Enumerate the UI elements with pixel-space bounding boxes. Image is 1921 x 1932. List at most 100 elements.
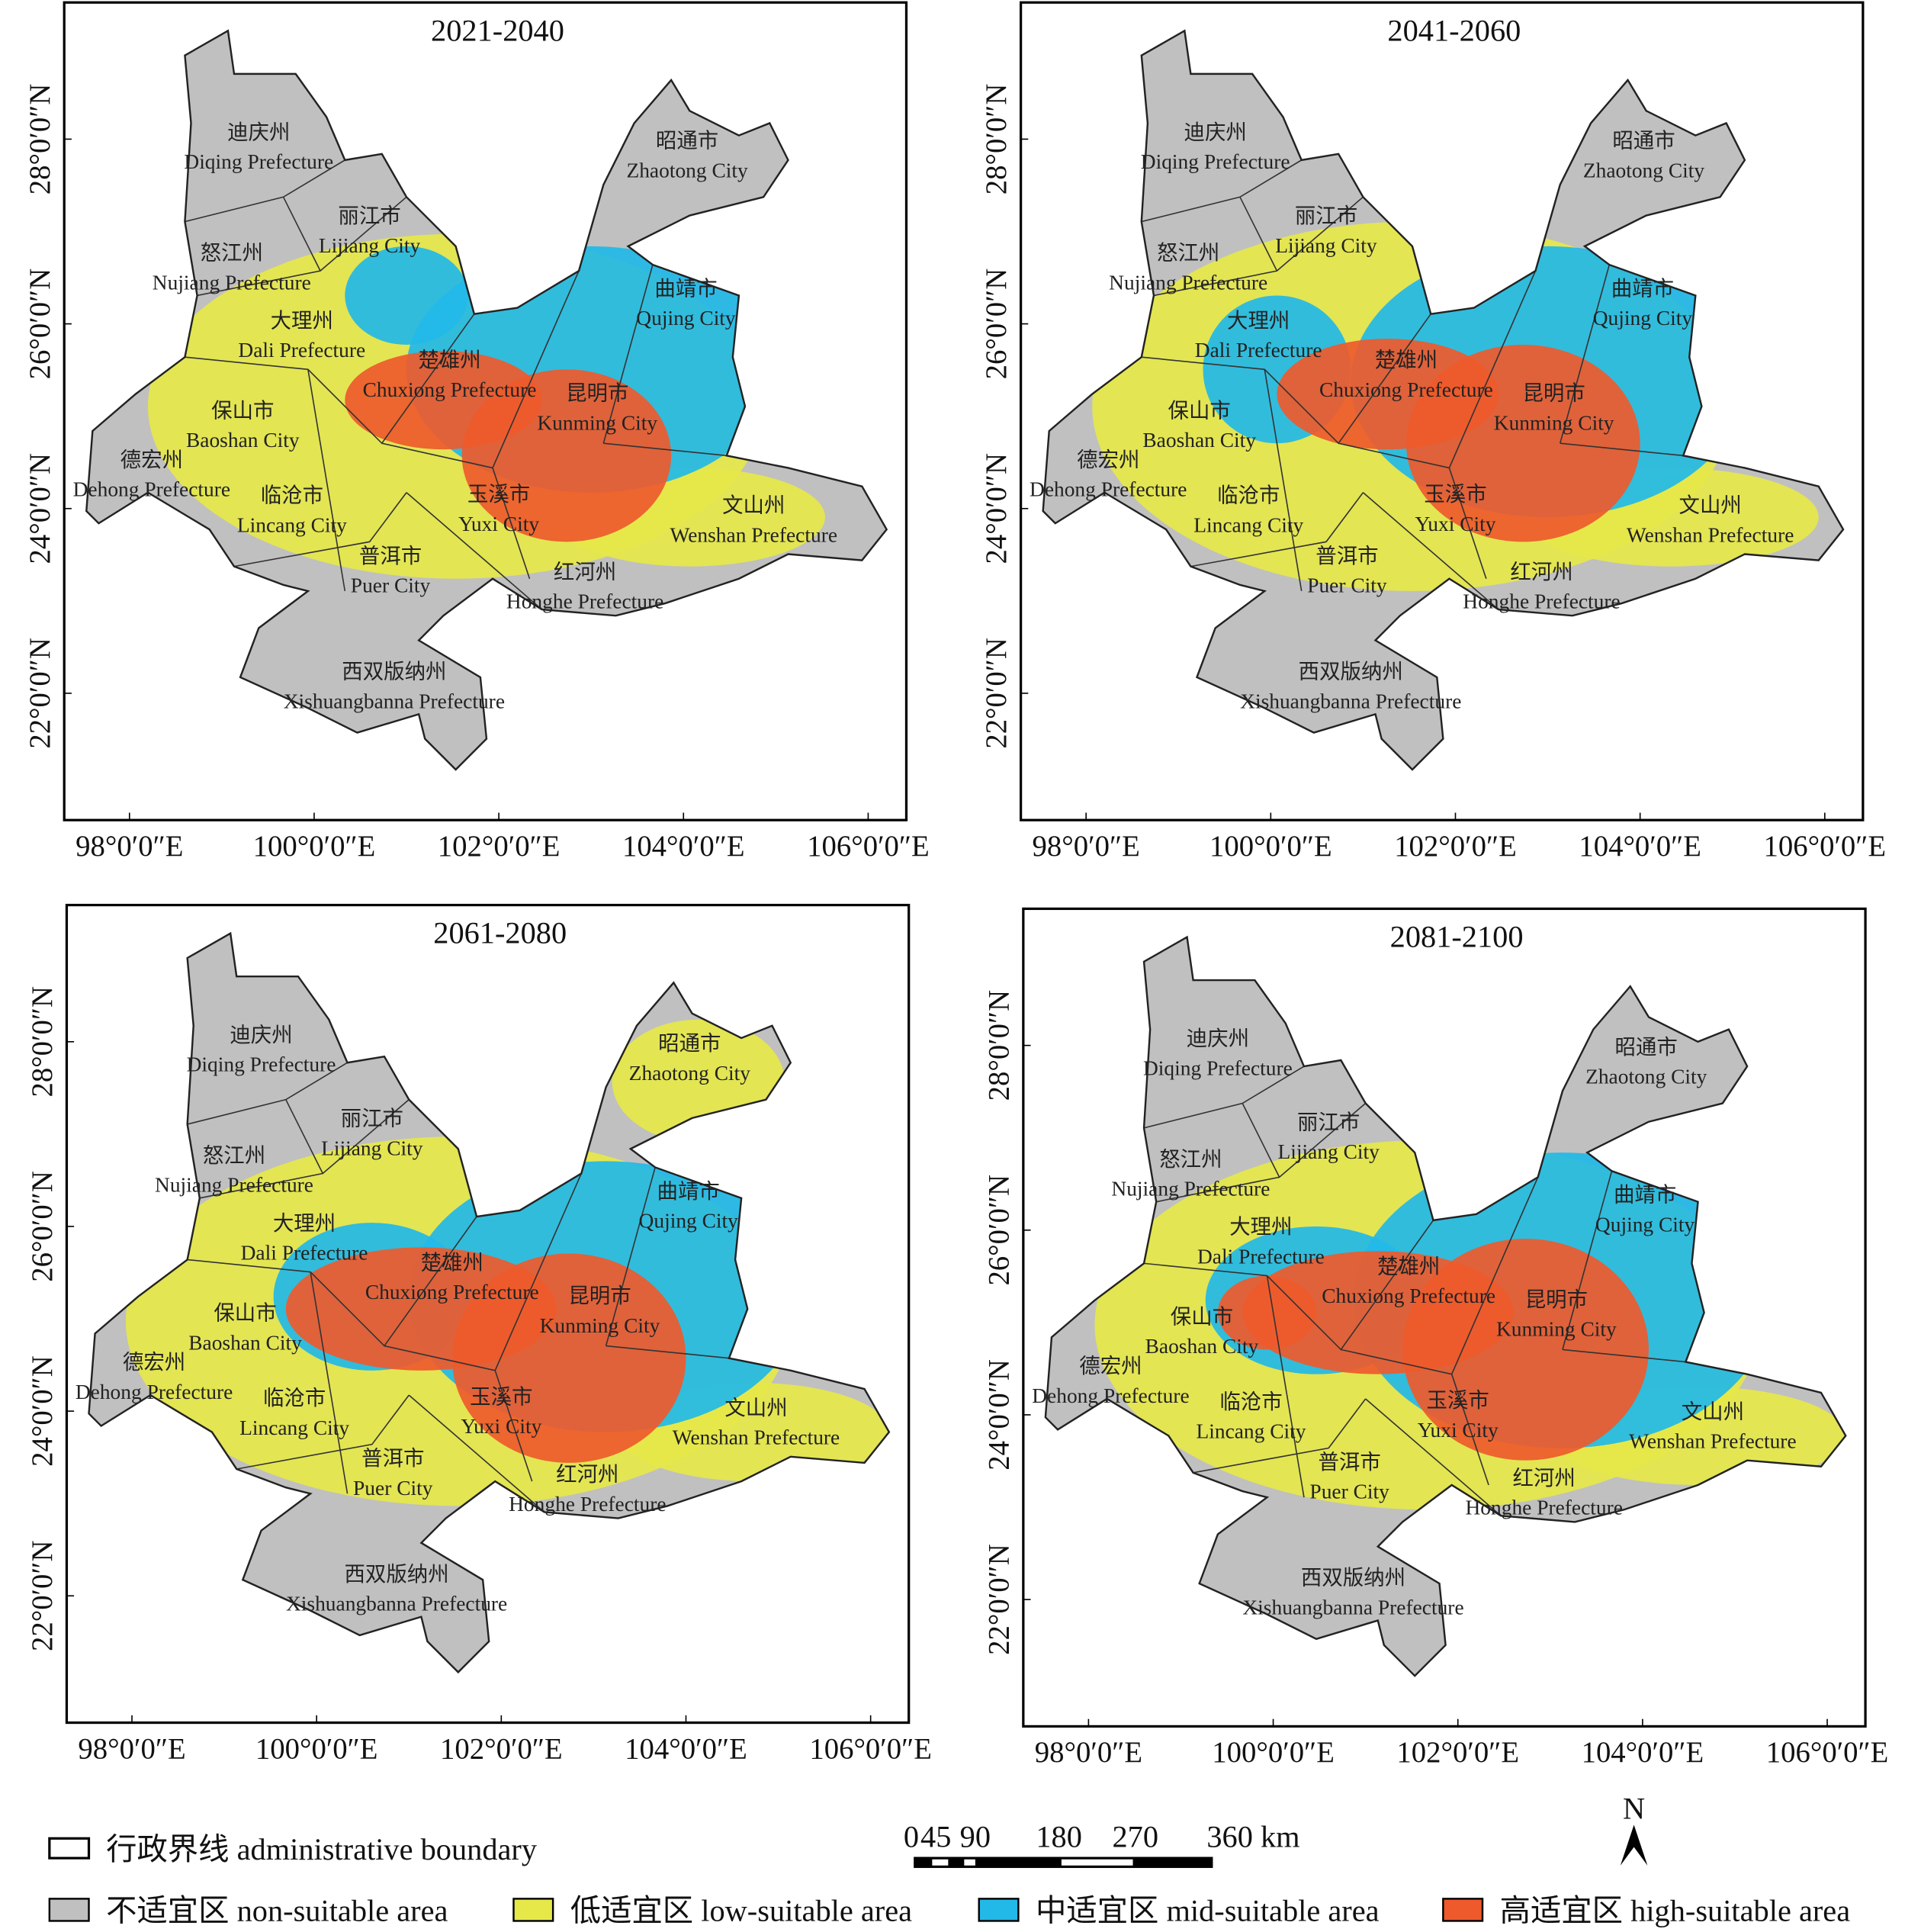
region-label-zh: 昭通市 [1612, 130, 1675, 153]
region-label-en: Diqing Prefecture [184, 150, 333, 173]
lat-tick-label: 26°0′0″N [980, 268, 1013, 380]
admin-boundary [492, 468, 531, 580]
admin-boundary [1448, 468, 1487, 580]
province-boundary [88, 931, 891, 1674]
region-label-en: Baoshan City [1145, 1335, 1259, 1358]
region-label-zh: 保山市 [214, 1302, 276, 1325]
region-label-zh: 临沧市 [1219, 1390, 1282, 1413]
region-label-zh: 保山市 [1171, 1305, 1233, 1328]
region-label-zh: 普洱市 [1315, 545, 1378, 567]
admin-boundary [1560, 442, 1684, 457]
north-arrow-icon [1620, 1824, 1648, 1866]
admin-boundary [605, 1167, 656, 1346]
admin-boundary [236, 1394, 410, 1470]
admin-boundary [1562, 1349, 1686, 1363]
region-label-en: Dali Prefecture [238, 339, 365, 362]
admin-boundary [1450, 1374, 1489, 1486]
lat-tick-label: 24°0′0″N [980, 453, 1013, 564]
region-label-zh: 怒江州 [201, 242, 263, 265]
region-label-en: Kunming City [1496, 1318, 1617, 1341]
region-label-zh: 昭通市 [658, 1032, 721, 1055]
region-label-en: Kunming City [540, 1314, 660, 1337]
region-label-en: Puer City [353, 1477, 433, 1500]
region-label-en: Dali Prefecture [1197, 1245, 1325, 1268]
lon-tick-label: 102°0′0″E [1396, 1736, 1519, 1769]
region-label-en: Dehong Prefecture [1030, 478, 1187, 501]
lon-tick-label: 100°0′0″E [255, 1732, 378, 1765]
lon-tick-label: 98°0′0″E [1033, 830, 1140, 863]
region-label-zh: 临沧市 [261, 484, 323, 507]
lat-tick-label: 28°0′0″N [24, 84, 56, 195]
region-label-en: Zhaotong City [626, 159, 748, 182]
lon-tick-label: 104°0′0″E [1579, 830, 1701, 863]
lon-tick-label: 106°0′0″E [807, 830, 930, 863]
lat-tick-label: 22°0′0″N [24, 638, 56, 749]
region-label-zh: 大理州 [1229, 1216, 1292, 1239]
scale-label: 45 [920, 1820, 951, 1854]
region-label-en: Diqing Prefecture [1141, 150, 1290, 173]
region-label-en: Dali Prefecture [1195, 339, 1322, 362]
region-label-zh: 迪庆州 [227, 121, 290, 143]
lon-tick-label: 100°0′0″E [253, 830, 376, 863]
lat-tick-label: 22°0′0″N [982, 1544, 1015, 1655]
lon-tick-label: 102°0′0″E [440, 1732, 563, 1765]
region-label-zh: 红河州 [556, 1463, 618, 1486]
region-label-zh: 曲靖市 [654, 277, 717, 300]
region-label-en: Chuxiong Prefecture [1319, 378, 1493, 401]
region-label-en: Honghe Prefecture [1463, 590, 1620, 613]
region-label-zh: 大理州 [1227, 309, 1290, 332]
region-label-en: Zhaotong City [629, 1062, 751, 1085]
legend-swatch [978, 1898, 1020, 1922]
admin-boundary [408, 1394, 545, 1513]
admin-boundary [282, 196, 321, 272]
region-label-en: Diqing Prefecture [187, 1053, 336, 1076]
admin-boundary [1562, 1171, 1613, 1350]
region-label-zh: 德宏州 [1077, 448, 1139, 471]
region-label-zh: 迪庆州 [230, 1024, 292, 1046]
region-label-en: Kunming City [537, 411, 657, 434]
region-label-zh: 西双版纳州 [345, 1563, 449, 1586]
region-label-en: Xishuangbanna Prefecture [284, 690, 505, 712]
panel-title: 2081-2100 [1390, 919, 1524, 953]
map-panel-2041-2060: 2041-2060 迪庆州 Diqing Prefecture 丽江市 Lijiang … [980, 1, 1886, 863]
mid-suitable-area [345, 246, 468, 346]
region-label-en: Baoshan City [188, 1331, 302, 1354]
region-label-en: Diqing Prefecture [1143, 1056, 1293, 1079]
legend-swatch [512, 1898, 554, 1922]
region-label-en: Nujiang Prefecture [1111, 1178, 1270, 1201]
region-label-en: Puer City [351, 574, 431, 597]
region-label-en: Zhaotong City [1583, 159, 1705, 182]
lon-tick-label: 104°0′0″E [622, 830, 745, 863]
admin-boundary [1242, 1103, 1280, 1178]
region-label-zh: 文山州 [1679, 494, 1742, 517]
region-label-zh: 临沧市 [263, 1387, 326, 1410]
region-label-zh: 玉溪市 [470, 1385, 532, 1408]
region-label-en: Wenshan Prefecture [1629, 1430, 1796, 1453]
region-label-zh: 昆明市 [568, 1284, 631, 1307]
admin-boundary [1239, 196, 1278, 272]
province-boundary [1044, 935, 1847, 1677]
region-label-zh: 曲靖市 [1611, 277, 1674, 300]
region-label-zh: 丽江市 [341, 1107, 403, 1130]
scale-label: 270 [1112, 1820, 1158, 1854]
lon-tick-label: 106°0′0″E [809, 1732, 932, 1765]
region-label-zh: 文山州 [1682, 1400, 1744, 1423]
high-suitable-area [1242, 1251, 1514, 1374]
region-label-zh: 楚雄州 [421, 1251, 483, 1274]
admin-boundary [1362, 492, 1499, 610]
lon-tick-label: 102°0′0″E [438, 830, 561, 863]
legend-boundary-label: 行政界线 administrative boundary [106, 1832, 538, 1866]
region-label-en: Puer City [1309, 1480, 1389, 1503]
north-arrow: N [1620, 1791, 1648, 1866]
region-label-zh: 怒江州 [1159, 1148, 1222, 1171]
region-label-en: Yuxi City [1415, 513, 1496, 535]
region-label-zh: 怒江州 [203, 1144, 265, 1167]
lat-tick-label: 28°0′0″N [26, 986, 59, 1098]
map-panel-2061-2080: 2061-2080 迪庆州 Diqing Prefecture 丽江市 Lijiang … [26, 903, 932, 1765]
admin-boundary [1266, 1275, 1305, 1498]
region-label-zh: 昆明市 [566, 382, 628, 405]
region-label-zh: 迪庆州 [1187, 1027, 1249, 1050]
region-label-zh: 丽江市 [1297, 1111, 1360, 1133]
region-label-en: Wenshan Prefecture [1627, 523, 1794, 546]
map-panel-2021-2040: 2021-2040 迪庆州 Diqing Prefecture 丽江市 Lijiang … [24, 1, 930, 863]
